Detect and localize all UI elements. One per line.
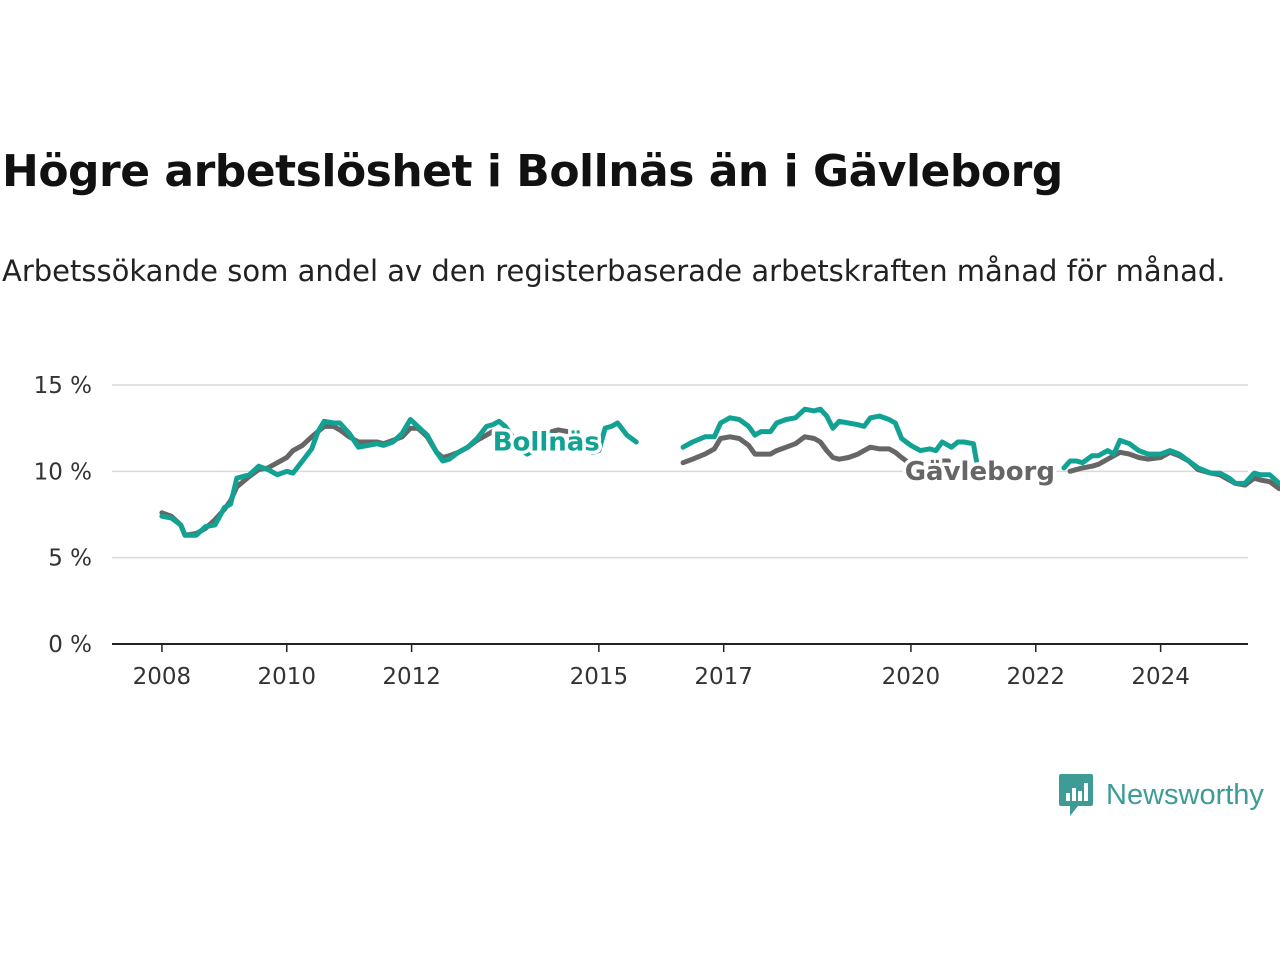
series-label-halo: Bollnäs xyxy=(493,428,600,458)
x-tick-label: 2012 xyxy=(382,664,441,690)
x-tick-label: 2010 xyxy=(257,664,316,690)
chart-title: Högre arbetslöshet i Bollnäs än i Gävleb… xyxy=(2,146,1063,197)
x-tick-label: 2015 xyxy=(570,664,629,690)
series-line-gvleborg xyxy=(159,423,1280,538)
brand-name: Newsworthy xyxy=(1106,778,1264,811)
newsworthy-icon xyxy=(1059,774,1093,816)
y-tick-label: 0 % xyxy=(48,632,92,658)
y-tick-label: 15 % xyxy=(34,373,92,399)
x-tick-label: 2020 xyxy=(882,664,941,690)
series-label-halo: Gävleborg xyxy=(905,457,1055,487)
newsworthy-logo: Newsworthy xyxy=(1058,772,1264,818)
y-tick-label: 5 % xyxy=(48,546,92,572)
series-line-bollns xyxy=(159,406,1280,538)
x-tick-label: 2024 xyxy=(1131,664,1190,690)
y-tick-label: 10 % xyxy=(34,459,92,485)
x-tick-label: 2008 xyxy=(133,664,192,690)
x-tick-label: 2017 xyxy=(694,664,753,690)
gridlines: 0 % 5 % 10 % 15 % 2008 2010 2012 2015 2017 2020 20… xyxy=(34,373,1248,690)
x-tick-label: 2022 xyxy=(1007,664,1066,690)
series-lines xyxy=(159,406,1280,538)
series-label: Gävleborg xyxy=(905,457,1055,487)
chart-labels: 9,4 %8,6 %BollnäsBollnäsGävleborgGävlebo… xyxy=(489,424,1058,490)
chart-subtitle: Arbetssökande som andel av den registerb… xyxy=(2,254,1226,288)
series-label: Bollnäs xyxy=(493,428,600,458)
